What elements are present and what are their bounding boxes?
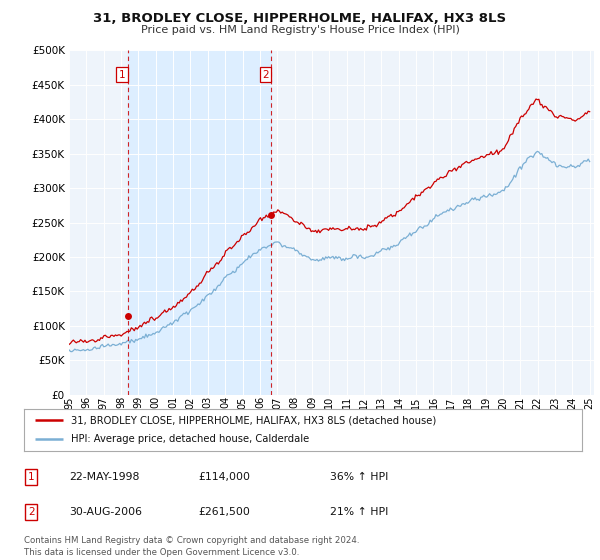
Text: Contains HM Land Registry data © Crown copyright and database right 2024.
This d: Contains HM Land Registry data © Crown c…: [24, 536, 359, 557]
Text: 2: 2: [262, 69, 269, 80]
Text: HPI: Average price, detached house, Calderdale: HPI: Average price, detached house, Cald…: [71, 435, 310, 445]
Text: 30-AUG-2006: 30-AUG-2006: [69, 507, 142, 517]
Text: 22-MAY-1998: 22-MAY-1998: [69, 472, 139, 482]
Bar: [128, 50, 271, 395]
Text: £261,500: £261,500: [198, 507, 250, 517]
Text: Price paid vs. HM Land Registry's House Price Index (HPI): Price paid vs. HM Land Registry's House …: [140, 25, 460, 35]
Text: 21% ↑ HPI: 21% ↑ HPI: [330, 507, 388, 517]
Text: 1: 1: [28, 472, 35, 482]
Text: 31, BRODLEY CLOSE, HIPPERHOLME, HALIFAX, HX3 8LS (detached house): 31, BRODLEY CLOSE, HIPPERHOLME, HALIFAX,…: [71, 415, 437, 425]
Text: £114,000: £114,000: [198, 472, 250, 482]
Text: 1: 1: [118, 69, 125, 80]
Text: 31, BRODLEY CLOSE, HIPPERHOLME, HALIFAX, HX3 8LS: 31, BRODLEY CLOSE, HIPPERHOLME, HALIFAX,…: [94, 12, 506, 25]
Text: 36% ↑ HPI: 36% ↑ HPI: [330, 472, 388, 482]
Text: 2: 2: [28, 507, 35, 517]
